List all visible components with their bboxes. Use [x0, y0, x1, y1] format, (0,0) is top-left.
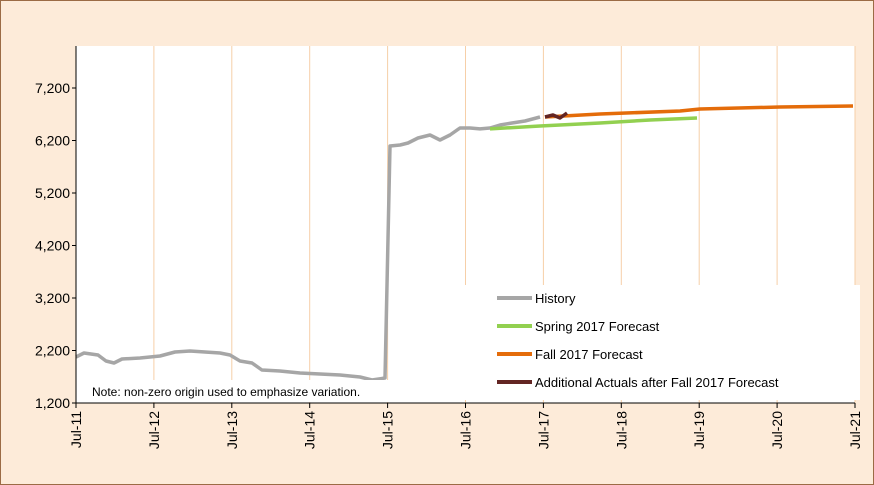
x-tick-label: Jul-12 [146, 411, 162, 449]
x-tick-label: Jul-19 [691, 411, 707, 449]
series-line [489, 116, 698, 131]
legend-label: Spring 2017 Forecast [535, 319, 660, 334]
annotation: Note: non-zero origin used to emphasize … [92, 385, 360, 399]
x-tick-label: Jul-15 [380, 411, 396, 449]
y-tick-label: 6,200 [35, 133, 70, 149]
x-tick-label: Jul-14 [302, 411, 318, 449]
note-box [85, 380, 420, 402]
x-tick-label: Jul-17 [535, 411, 551, 449]
x-tick-label: Jul-20 [769, 411, 785, 449]
y-tick-label: 2,200 [35, 343, 70, 359]
legend-label: Additional Actuals after Fall 2017 Forec… [535, 375, 779, 390]
y-tick-label: 5,200 [35, 185, 70, 201]
legend-label: History [535, 291, 576, 306]
y-tick-label: 7,200 [35, 80, 70, 96]
x-tick-label: Jul-18 [613, 411, 629, 449]
y-tick-label: 4,200 [35, 238, 70, 254]
y-tick-label: 1,200 [35, 395, 70, 411]
x-tick-label: Jul-11 [68, 411, 84, 448]
x-tick-label: Jul-21 [847, 411, 863, 449]
x-tick-label: Jul-16 [458, 411, 474, 449]
series-line [544, 104, 854, 119]
x-tick-label: Jul-13 [224, 411, 240, 449]
series-line [75, 115, 541, 382]
legend-label: Fall 2017 Forecast [535, 347, 643, 362]
series-line [544, 111, 569, 120]
y-tick-label: 3,200 [35, 290, 70, 306]
